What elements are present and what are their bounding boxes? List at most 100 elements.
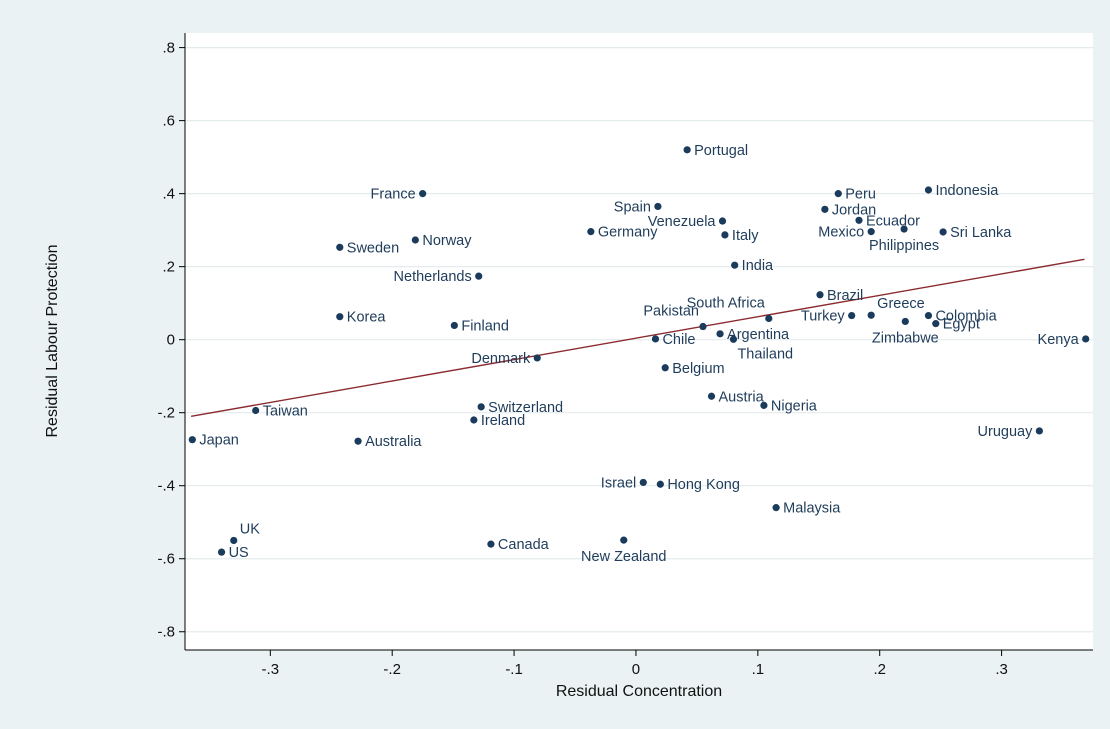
- data-point: [651, 335, 660, 343]
- point-label: Philippines: [869, 238, 939, 254]
- data-point: [188, 436, 196, 444]
- point-label: Malaysia: [783, 501, 841, 517]
- point-label: Israel: [601, 475, 636, 491]
- point-label: South Africa: [687, 295, 766, 311]
- data-point: [419, 190, 427, 198]
- point-label: Korea: [347, 310, 387, 326]
- data-point: [620, 536, 628, 544]
- data-point: [639, 478, 647, 487]
- data-point: [867, 311, 875, 319]
- point-label: Hong Kong: [667, 477, 740, 493]
- point-label: France: [371, 187, 416, 203]
- point-label: Nigeria: [771, 398, 818, 414]
- x-tick-label: -.3: [262, 661, 280, 678]
- data-point: [336, 243, 344, 251]
- point-label: Ecuador: [866, 213, 920, 229]
- point-label: Ireland: [481, 413, 525, 429]
- data-point: [475, 272, 483, 280]
- data-point: [924, 311, 933, 320]
- y-tick-label: 0: [167, 332, 175, 349]
- data-point: [932, 320, 940, 328]
- x-tick-label: -.2: [383, 661, 401, 678]
- data-point: [470, 416, 478, 424]
- point-label: Norway: [422, 233, 472, 249]
- point-label: Brazil: [827, 288, 863, 304]
- data-point: [1082, 335, 1090, 343]
- point-label: Switzerland: [488, 400, 563, 416]
- point-label: Taiwan: [263, 404, 308, 420]
- data-point: [867, 228, 875, 236]
- point-label: Portugal: [694, 143, 748, 159]
- data-point: [821, 205, 829, 213]
- data-point: [716, 330, 724, 338]
- point-label: Netherlands: [394, 269, 472, 285]
- data-point: [855, 216, 863, 224]
- fit-line-group: [190, 258, 1085, 418]
- data-point: [336, 313, 344, 321]
- point-label: US: [229, 545, 249, 561]
- point-label: Sri Lanka: [950, 225, 1012, 241]
- data-point: [487, 540, 495, 548]
- point-label: Zimbabwe: [872, 330, 939, 346]
- x-axis-ticks: -.3 -.2 -.1 0 .1 .2 .3: [262, 650, 1008, 678]
- data-point: [252, 406, 260, 415]
- data-point: [924, 186, 933, 194]
- data-point: [587, 228, 595, 236]
- point-label: Germany: [598, 225, 658, 241]
- y-axis-title: Residual Labour Protection: [44, 244, 61, 437]
- point-label: Canada: [498, 537, 550, 553]
- data-point: [765, 314, 773, 323]
- data-point: [533, 354, 541, 362]
- x-tick-label: .3: [995, 661, 1008, 678]
- data-point: [900, 225, 908, 233]
- data-point: [411, 236, 419, 244]
- data-points: Portugal France Peru Indonesia Spain Jordan Ve…: [188, 143, 1090, 565]
- point-label: Pakistan: [643, 304, 699, 320]
- data-point: [731, 261, 739, 269]
- point-label: Finland: [461, 318, 509, 334]
- data-point: [848, 311, 856, 320]
- point-label: Greece: [877, 296, 925, 312]
- point-label: Jordan: [832, 202, 876, 218]
- x-axis-title: Residual Concentration: [556, 683, 722, 700]
- point-label: Spain: [614, 199, 651, 215]
- point-label: Peru: [845, 187, 876, 203]
- x-tick-label: .1: [752, 661, 765, 678]
- point-label: Denmark: [471, 351, 531, 367]
- y-tick-label: .6: [162, 113, 175, 130]
- data-point: [477, 403, 485, 411]
- x-tick-label: 0: [632, 661, 640, 678]
- x-tick-label: -.1: [505, 661, 523, 678]
- data-point: [707, 392, 716, 400]
- data-point: [217, 548, 226, 556]
- point-label: Uruguay: [978, 424, 1034, 440]
- data-point: [718, 217, 727, 225]
- point-label: Australia: [365, 434, 422, 450]
- point-label: Turkey: [801, 309, 846, 325]
- y-tick-label: -.4: [157, 478, 175, 495]
- point-label: Venezuela: [648, 214, 717, 230]
- grid-lines: [185, 47, 1093, 633]
- point-label: Colombia: [935, 309, 997, 325]
- point-label: New Zealand: [581, 549, 666, 565]
- data-point: [816, 291, 824, 299]
- point-label: Thailand: [737, 346, 793, 362]
- y-axis-ticks: .8 .6 .4 .2 0 -.2 -.4 -.6 -.8: [157, 40, 185, 641]
- plot-background: [185, 33, 1093, 650]
- data-point: [834, 190, 842, 198]
- data-point: [1035, 427, 1043, 435]
- point-label: Belgium: [672, 361, 724, 377]
- data-point: [683, 146, 691, 154]
- point-label: UK: [240, 521, 260, 537]
- fit-line: [190, 258, 1085, 418]
- y-tick-label: .2: [162, 259, 175, 276]
- data-point: [354, 437, 362, 445]
- data-point: [230, 536, 238, 545]
- data-point: [699, 322, 707, 331]
- data-point: [450, 321, 458, 330]
- data-point: [939, 228, 947, 236]
- point-label: Austria: [719, 389, 765, 405]
- y-tick-label: .4: [162, 186, 175, 203]
- axes: [184, 33, 1093, 651]
